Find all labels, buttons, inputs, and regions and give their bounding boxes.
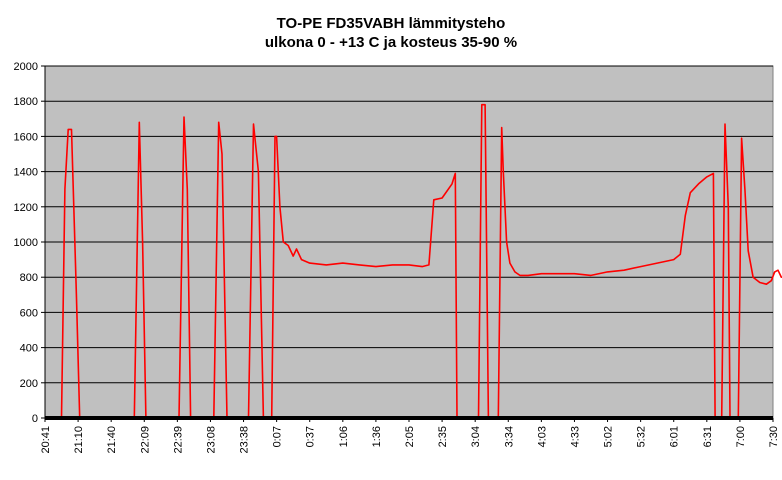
y-tick-label: 200 xyxy=(20,378,38,390)
x-tick-label: 0:37 xyxy=(305,426,317,447)
x-tick-label: 2:35 xyxy=(437,426,449,447)
x-tick-label: 6:01 xyxy=(669,426,681,447)
x-tick-label: 20:41 xyxy=(40,426,52,454)
chart-title: TO-PE FD35VABH lämmitysteho xyxy=(276,15,506,32)
x-tick-label: 6:31 xyxy=(702,426,714,447)
y-tick-label: 600 xyxy=(20,307,38,319)
y-axis: 0 200 400 600 800 1000 1200 1400 1600 1800 2000 xyxy=(14,61,45,425)
y-tick-label: 0 xyxy=(32,413,38,425)
gridlines xyxy=(45,65,773,419)
x-tick-label: 23:38 xyxy=(239,426,251,454)
chart-subtitle: ulkona 0 - +13 C ja kosteus 35-90 % xyxy=(264,34,518,51)
x-axis: 20:41 21:10 21:40 22:09 22:39 23:08 23:38 0:07 0… xyxy=(40,66,780,454)
y-tick-label: 1200 xyxy=(14,202,38,214)
x-tick-label: 2:05 xyxy=(404,426,416,447)
x-tick-label: 21:40 xyxy=(106,426,118,454)
y-tick-label: 1600 xyxy=(14,131,38,143)
x-tick-label: 22:39 xyxy=(172,426,184,454)
y-tick-label: 2000 xyxy=(14,61,38,73)
y-tick-label: 1000 xyxy=(14,237,38,249)
x-tick-label: 1:06 xyxy=(338,426,350,447)
y-tick-label: 1400 xyxy=(14,167,38,179)
x-tick-label: 5:02 xyxy=(603,426,615,447)
series-line xyxy=(45,103,782,419)
y-tick-label: 400 xyxy=(20,343,38,355)
x-tick-label: 22:09 xyxy=(139,426,151,454)
x-tick-label: 3:04 xyxy=(470,426,482,447)
x-tick-label: 7:00 xyxy=(735,426,747,447)
x-tick-label: 21:10 xyxy=(73,426,85,454)
x-tick-label: 4:03 xyxy=(536,426,548,447)
chart-title-block: TO-PE FD35VABH lämmitysteho ulkona 0 - +… xyxy=(0,14,782,52)
y-tick-label: 800 xyxy=(20,272,38,284)
x-tick-label: 7:30 xyxy=(768,426,780,447)
x-tick-label: 0:07 xyxy=(272,426,284,447)
x-tick-label: 4:33 xyxy=(569,426,581,447)
x-tick-label: 5:32 xyxy=(636,426,648,447)
x-tick-label: 1:36 xyxy=(371,426,383,447)
x-tick-label: 23:08 xyxy=(205,426,217,454)
y-tick-label: 1800 xyxy=(14,96,38,108)
x-tick-label: 3:34 xyxy=(503,426,515,447)
